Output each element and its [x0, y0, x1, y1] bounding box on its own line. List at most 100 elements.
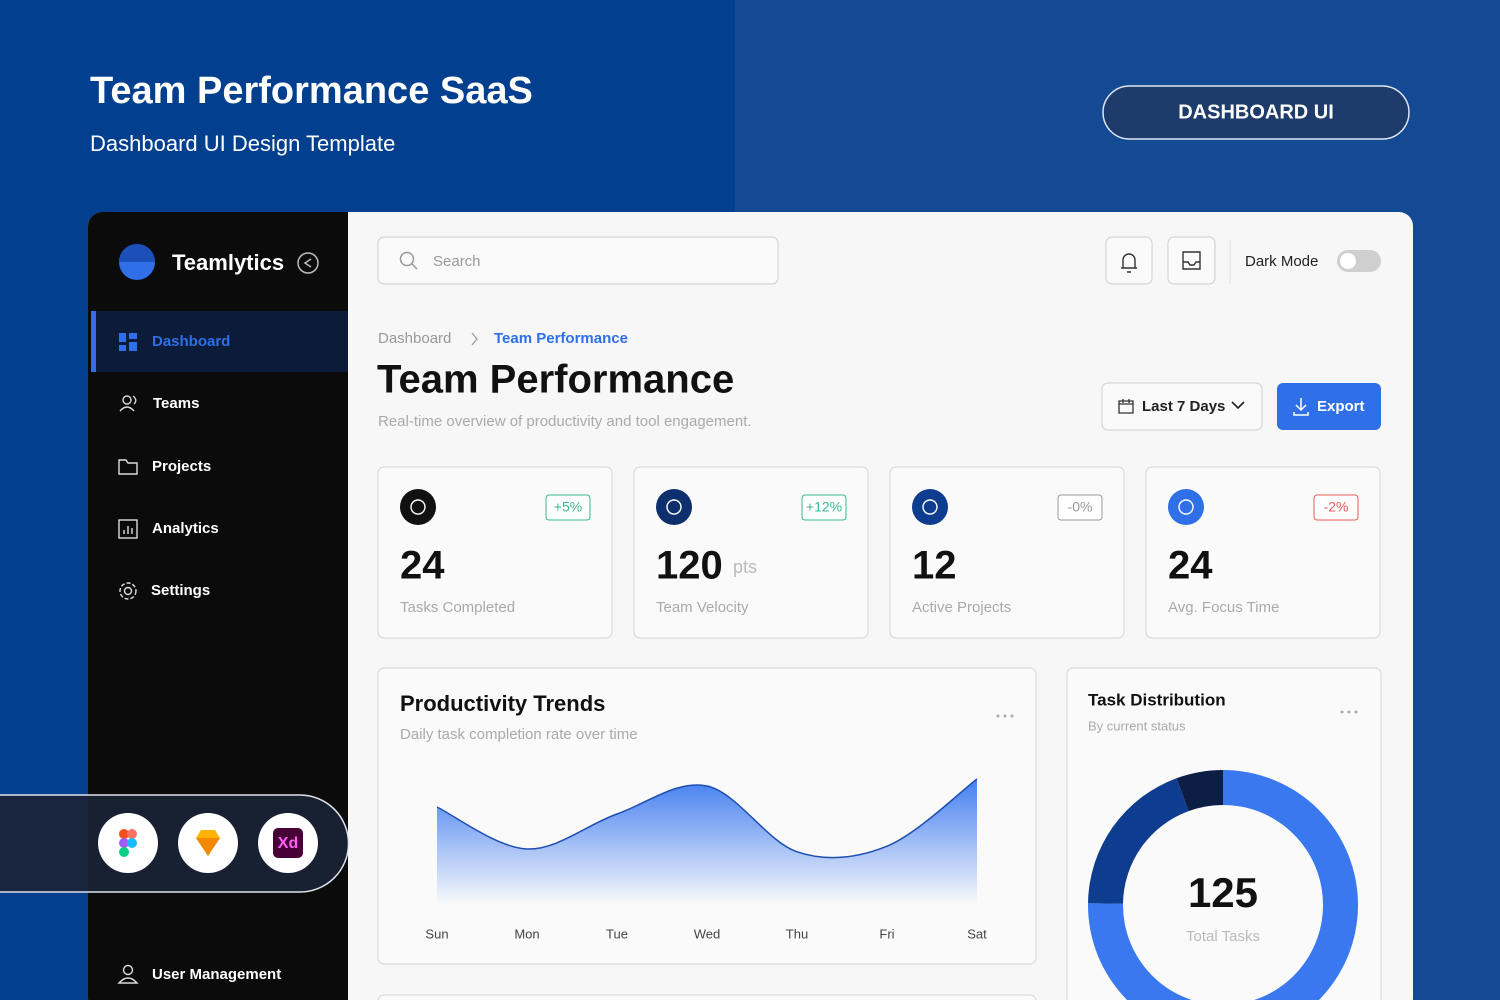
card [1066, 667, 1382, 1000]
kpi-badge [545, 494, 591, 521]
badge-text: DASHBOARD UI [1178, 101, 1334, 123]
chart-title: Productivity Trends [400, 691, 605, 716]
donut-chart [1088, 770, 1358, 1000]
tools-pill [0, 794, 350, 893]
menu-dots[interactable] [996, 714, 1014, 718]
teams-icon [119, 395, 137, 412]
sketch-icon-facet [196, 838, 220, 856]
kpi-badge-text: -0% [1068, 499, 1093, 515]
donut-total: 125 [1188, 869, 1258, 916]
kpi-icon [400, 489, 436, 525]
kpi-value: 24 [400, 544, 445, 588]
kpi-icon [1168, 489, 1204, 525]
kpi-badge [1057, 494, 1103, 521]
chart-title: Task Distribution [1088, 690, 1226, 709]
nav-item[interactable]: Teams [153, 395, 199, 412]
donut-segment [1088, 778, 1189, 904]
export-label: Export [1317, 398, 1365, 415]
user-icon [117, 964, 139, 984]
page-title: Team Performance [377, 358, 734, 402]
kpi-value: 12 [912, 544, 957, 588]
x-tick-label: Mon [514, 926, 539, 941]
kpi-icon-glyph [410, 499, 426, 515]
brand-logo-half [119, 244, 155, 262]
xd-icon-text: Xd [278, 835, 298, 852]
nav-item[interactable]: Settings [151, 582, 210, 599]
inbox-icon [1182, 251, 1201, 270]
chart-subtitle: Daily task completion rate over time [400, 726, 638, 743]
kpi-value: 120 [656, 544, 723, 588]
search-icon-handle [411, 263, 418, 270]
area-fill [437, 779, 977, 905]
x-tick-label: Tue [606, 926, 628, 941]
date-range-label: Last 7 Days [1142, 398, 1225, 415]
nav-item[interactable]: Dashboard [152, 333, 230, 350]
nav-active-bg [91, 311, 348, 372]
kpi-badge-text: -2% [1324, 499, 1349, 515]
download-icon [1293, 398, 1309, 416]
kpi-badge [1313, 494, 1359, 521]
inbox-button[interactable] [1167, 236, 1216, 285]
area-chart: Sun Mon Tue Wed Thu Fri Sat [425, 778, 987, 941]
hero-subtitle: Dashboard UI Design Template [90, 131, 395, 156]
kpi-value: 24 [1168, 544, 1213, 588]
date-range-button[interactable] [1101, 382, 1263, 431]
donut-segment [1176, 770, 1223, 812]
kpi-row: +5% 24 Tasks Completed +12% 120 pts Team Veloc… [377, 466, 1381, 639]
x-tick-label: Fri [879, 926, 894, 941]
kpi-badge-text: +12% [806, 499, 842, 515]
donut-total-label: Total Tasks [1186, 928, 1260, 945]
kpi-icon [912, 489, 948, 525]
kpi-label: Tasks Completed [400, 599, 515, 616]
card [377, 994, 1037, 1000]
page-subtitle: Real-time overview of productivity and t… [378, 413, 752, 430]
area-line [436, 778, 978, 859]
projects-icon [118, 459, 138, 475]
kpi-icon [656, 489, 692, 525]
collapse-icon [303, 258, 312, 268]
x-tick-label: Sun [425, 926, 448, 941]
collapse-button[interactable] [297, 252, 319, 274]
kpi-badge [801, 494, 847, 521]
badge-pill [1102, 85, 1410, 140]
menu-dots[interactable] [1340, 710, 1358, 714]
breadcrumb-current: Team Performance [494, 330, 628, 347]
export-button[interactable] [1277, 383, 1381, 430]
chevron-icon [1231, 401, 1245, 410]
x-tick-label: Wed [694, 926, 721, 941]
kpi-badge-text: +5% [554, 499, 582, 515]
kpi-unit: pts [733, 557, 757, 577]
search-icon [399, 251, 415, 267]
toggle-knob [1340, 253, 1356, 269]
kpi-label: Avg. Focus Time [1168, 599, 1279, 616]
dark-mode-label: Dark Mode [1245, 253, 1318, 270]
hero-title: Team Performance SaaS [90, 70, 533, 112]
kpi-icon-glyph [922, 499, 938, 515]
kpi-label: Active Projects [912, 599, 1011, 616]
notifications-button[interactable] [1105, 236, 1153, 285]
search-placeholder: Search [433, 253, 481, 270]
breadcrumb-item[interactable]: Dashboard [378, 330, 451, 347]
analytics-icon [118, 519, 138, 539]
nav-item[interactable]: Analytics [152, 520, 219, 537]
settings-icon [119, 582, 137, 600]
kpi-label: Team Velocity [656, 599, 749, 616]
nav-item[interactable]: Projects [152, 458, 211, 475]
nav-item[interactable]: User Management [152, 966, 281, 983]
breadcrumb-separator [471, 332, 478, 346]
dashboard-icon [119, 333, 137, 351]
x-tick-label: Thu [786, 926, 808, 941]
brand-name: Teamlytics [172, 250, 284, 275]
chart-subtitle: By current status [1088, 718, 1186, 733]
xd-icon [273, 828, 303, 858]
bell-icon [1121, 253, 1137, 273]
x-tick-label: Sat [967, 926, 987, 941]
figma-icon [119, 829, 137, 857]
kpi-icon-glyph [666, 499, 682, 515]
search-box[interactable] [377, 236, 779, 285]
nav-active-bar [91, 311, 96, 372]
kpi-icon-glyph [1178, 499, 1194, 515]
calendar-icon [1118, 399, 1134, 414]
